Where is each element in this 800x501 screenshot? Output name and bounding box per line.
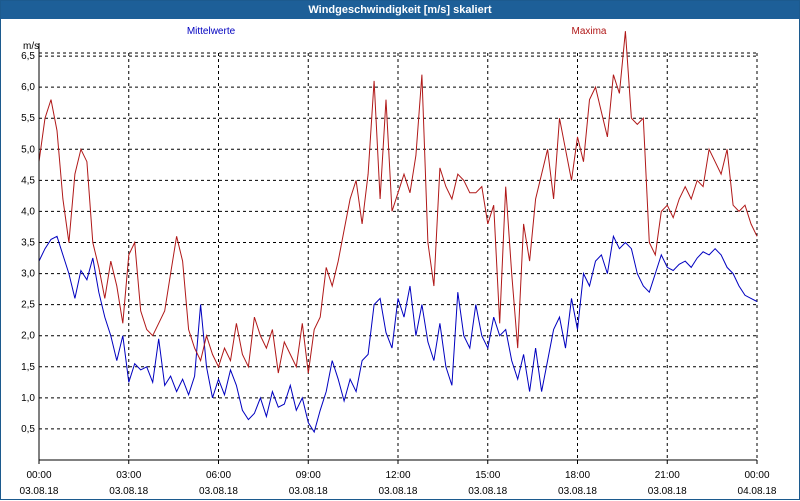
y-tick-label: 4,5 <box>21 175 35 186</box>
x-tick-date: 03.08.18 <box>289 486 328 497</box>
y-tick-label: 6,5 <box>21 51 35 62</box>
y-tick-label: 0,5 <box>21 424 35 435</box>
y-tick-label: 3,5 <box>21 238 35 249</box>
data-series <box>38 31 758 434</box>
x-tick-time: 12:00 <box>385 470 410 481</box>
window-title: Windgeschwindigkeit [m/s] skaliert <box>1 1 799 19</box>
y-tick-label: 1,5 <box>21 362 35 373</box>
x-tick-time: 15:00 <box>475 470 500 481</box>
y-tick-label: 3,0 <box>21 269 35 280</box>
x-tick-time: 06:00 <box>206 470 231 481</box>
y-tick-label: 2,5 <box>21 300 35 311</box>
series-line-maxima <box>38 31 758 374</box>
x-tick-date: 03.08.18 <box>379 486 418 497</box>
x-tick-time: 18:00 <box>565 470 590 481</box>
x-tick-time: 00:00 <box>744 470 769 481</box>
tick-labels: 0,5 1,0 1,5 2,0 2,5 3,0 3,5 4,0 4,5 5,0 5,5 6,0 6,5 0… <box>20 51 777 497</box>
x-tick-date: 03.08.18 <box>199 486 238 497</box>
x-tick-time: 09:00 <box>296 470 321 481</box>
x-tick-date: 03.08.18 <box>648 486 687 497</box>
x-tick-time: 00:00 <box>26 470 51 481</box>
y-tick-label: 2,0 <box>21 331 35 342</box>
y-tick-label: 4,0 <box>21 206 35 217</box>
x-tick-date: 03.08.18 <box>20 486 59 497</box>
x-tick-time: 21:00 <box>655 470 680 481</box>
y-tick-label: 6,0 <box>21 82 35 93</box>
legend-mittelwerte: Mittelwerte <box>187 26 236 37</box>
x-tick-time: 03:00 <box>116 470 141 481</box>
x-tick-date: 03.08.18 <box>109 486 148 497</box>
y-tick-label: 5,5 <box>21 113 35 124</box>
x-tick-date: 03.08.18 <box>468 486 507 497</box>
axes <box>38 43 758 464</box>
y-tick-label: 1,0 <box>21 393 35 404</box>
series-line-mittelwerte <box>38 234 758 434</box>
legend-maxima: Maxima <box>571 26 606 37</box>
y-tick-label: 5,0 <box>21 144 35 155</box>
y-axis-label: m/s <box>23 41 39 52</box>
grid-lines <box>39 52 758 460</box>
x-tick-date: 03.08.18 <box>558 486 597 497</box>
x-tick-date: 04.08.18 <box>738 486 777 497</box>
